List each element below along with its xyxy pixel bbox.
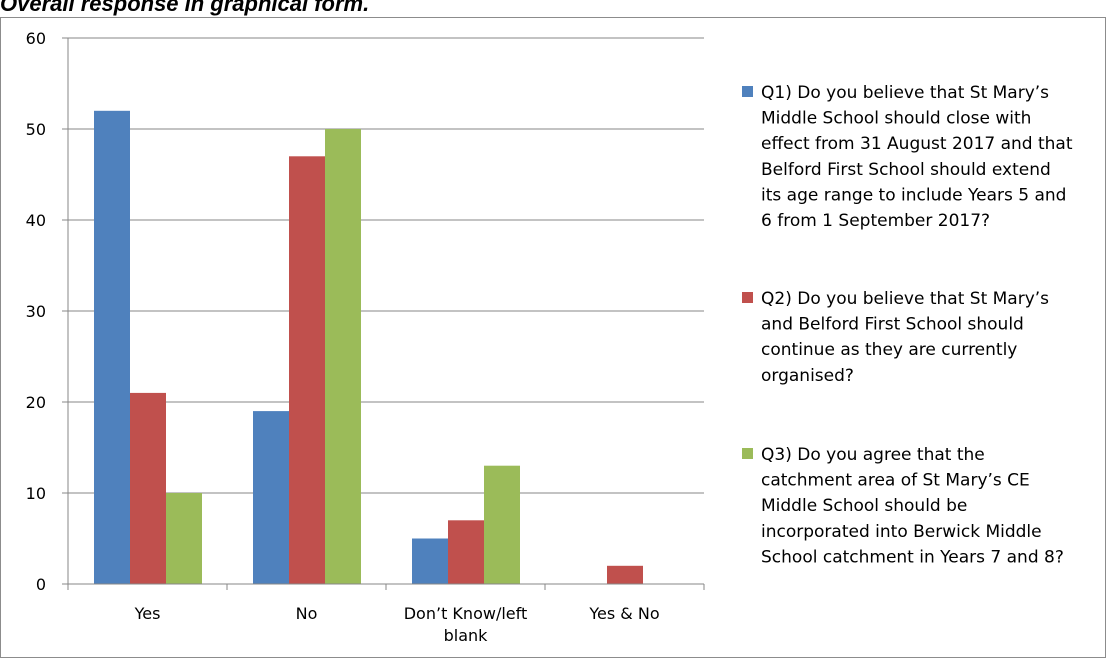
bar	[94, 110, 130, 585]
y-tick-label: 40	[26, 211, 46, 230]
legend-swatch	[742, 86, 753, 97]
chart-heading: Overall response in graphical form.	[0, 0, 370, 16]
category-label: Don’t Know/left blank	[404, 604, 528, 645]
axes	[62, 37, 705, 590]
bar	[448, 520, 484, 584]
y-tick-label: 10	[26, 484, 46, 503]
bar	[607, 565, 643, 584]
legend-label: Q2) Do you believe that St Mary’s and Bel…	[761, 289, 1049, 386]
bars	[94, 110, 643, 585]
bar	[253, 411, 289, 584]
legend-label: Q1) Do you believe that St Mary’s Middle …	[761, 83, 1073, 231]
y-tick-label: 50	[26, 120, 46, 139]
bar	[166, 493, 202, 584]
legend-swatch	[742, 448, 753, 459]
bar	[412, 538, 448, 584]
y-tick-label: 0	[36, 575, 46, 594]
bar	[289, 156, 325, 585]
legend: Q1) Do you believe that St Mary’s Middle …	[742, 83, 1073, 567]
category-labels: Yes No Don’t Know/left blank Yes & No	[134, 604, 660, 645]
y-tick-label: 30	[26, 302, 46, 321]
legend-label: Q3) Do you agree that the catchment area …	[761, 445, 1064, 567]
bar	[484, 465, 520, 584]
legend-swatch	[742, 292, 753, 303]
y-tick-label: 20	[26, 393, 46, 412]
category-label: Yes & No	[588, 604, 659, 623]
y-tick-labels: 0 10 20 30 40 50 60	[26, 29, 46, 594]
category-label: Yes	[134, 604, 161, 623]
category-label: No	[296, 604, 318, 623]
bar	[130, 392, 166, 584]
bar	[325, 129, 361, 584]
y-tick-label: 60	[26, 29, 46, 48]
